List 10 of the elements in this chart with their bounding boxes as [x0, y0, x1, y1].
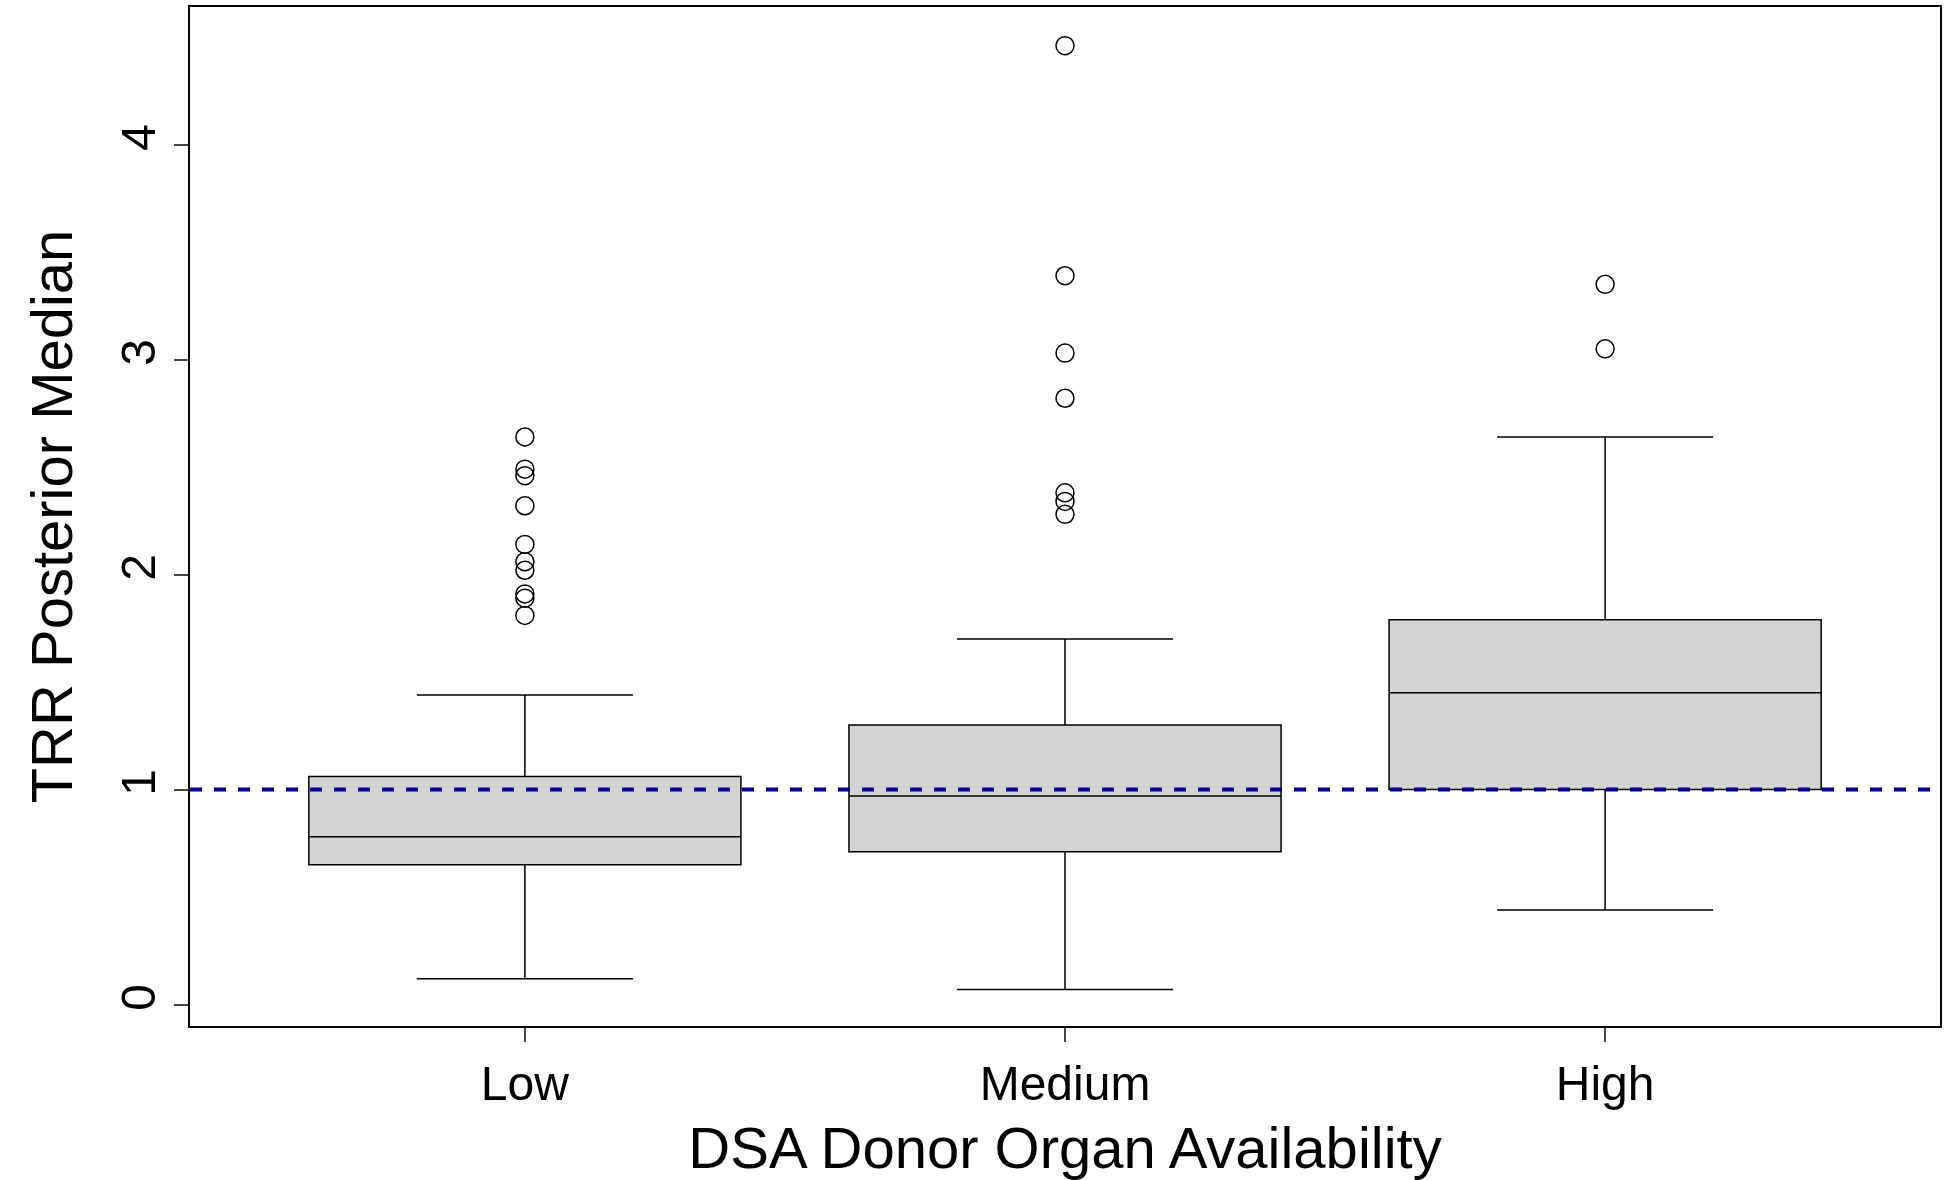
- y-tick-label: 3: [111, 339, 165, 366]
- y-tick-label: 2: [111, 553, 165, 581]
- y-tick-label: 0: [111, 983, 165, 1011]
- x-tick-label: High: [1555, 1056, 1655, 1110]
- x-tick-label: Low: [480, 1056, 570, 1110]
- y-tick-label: 1: [111, 768, 165, 796]
- y-tick-label: 4: [111, 124, 165, 151]
- y-axis-title: TRR Posterior Median: [19, 229, 85, 804]
- x-tick-label: Medium: [979, 1056, 1151, 1110]
- x-axis-title: DSA Donor Organ Availability: [688, 1115, 1442, 1180]
